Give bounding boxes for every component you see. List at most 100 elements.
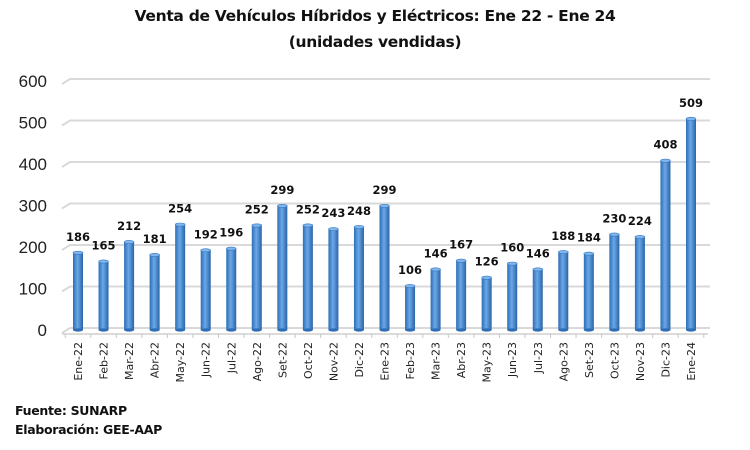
y-tick-label: 300: [19, 197, 47, 216]
bar-base: [124, 328, 135, 332]
data-label: 126: [475, 255, 499, 269]
bar-base: [481, 328, 492, 332]
bar-base: [634, 328, 645, 332]
x-tick-label: Abr-22: [149, 342, 162, 378]
x-tick-label: Set-22: [276, 342, 289, 378]
chart-subtitle: (unidades vendidas): [288, 33, 462, 51]
bar-body: [634, 237, 645, 330]
y-tick-label: 400: [19, 155, 47, 174]
bar-top: [660, 158, 671, 163]
x-tick-label: Ago-22: [251, 342, 264, 381]
bar: [430, 267, 441, 332]
y-tick-label: 0: [38, 321, 47, 340]
bar-base: [277, 328, 288, 332]
bar-base: [558, 328, 569, 332]
data-label: 212: [117, 219, 141, 233]
data-label: 509: [679, 96, 703, 110]
data-label: 299: [270, 183, 294, 197]
gridline: [61, 285, 710, 293]
y-tick-label: 500: [19, 114, 47, 133]
x-tick-label: Nov-23: [634, 342, 647, 381]
y-tick-label: 200: [19, 238, 47, 257]
bar-base: [583, 328, 594, 332]
bar-base: [686, 328, 696, 332]
bar-base: [175, 328, 186, 332]
source-note: Fuente: SUNARP: [15, 403, 127, 418]
data-label: 181: [143, 232, 167, 246]
bar-top: [634, 235, 646, 239]
bar-base: [302, 328, 313, 332]
bar-body: [302, 225, 313, 330]
bar-body: [251, 225, 262, 330]
bar: [200, 248, 212, 332]
bar: [353, 225, 365, 332]
bar-top: [98, 259, 109, 264]
data-label: 188: [551, 229, 575, 243]
bar: [98, 259, 109, 332]
x-tick-label: Nov-22: [327, 342, 340, 381]
data-label: 252: [245, 202, 269, 216]
bar-top: [225, 246, 237, 251]
chart-title: Venta de Vehículos Híbridos y Eléctricos…: [134, 7, 616, 25]
data-label: 196: [219, 226, 243, 240]
data-label: 192: [194, 227, 218, 241]
bar-top: [430, 267, 441, 272]
x-axis: [62, 333, 708, 338]
bar-top: [149, 252, 160, 257]
bar: [532, 267, 544, 332]
bar-base: [532, 328, 543, 332]
x-tick-label: May-23: [481, 342, 494, 383]
x-tick-label: Jun-22: [200, 342, 213, 378]
bar-body: [175, 224, 186, 330]
x-tick-label: Jun-23: [506, 342, 519, 378]
x-tick-label: Ago-23: [557, 342, 570, 381]
bar: [685, 116, 697, 332]
data-label: 252: [296, 202, 320, 216]
bar-top: [404, 284, 416, 288]
bar: [302, 223, 314, 332]
data-label: 408: [653, 138, 677, 152]
bar: [72, 250, 84, 332]
data-label: 167: [449, 238, 473, 252]
x-tick-label: Oct-23: [608, 342, 621, 379]
bar-base: [226, 328, 237, 332]
x-tick-label: Jul-22: [225, 342, 238, 374]
bar-body: [277, 205, 288, 330]
bar-base: [149, 328, 160, 332]
bar-body: [98, 261, 109, 330]
x-axis-labels: Ene-22 Feb-22 Mar-22 Abr-22 May-22 Jun-22 Jul-…: [72, 342, 698, 383]
data-label: 146: [526, 246, 550, 260]
bar-top: [277, 204, 288, 208]
bar: [123, 240, 135, 332]
bar-base: [430, 328, 441, 332]
bar-body: [353, 227, 364, 330]
x-tick-label: Ene-22: [72, 342, 85, 381]
y-tick-label: 100: [19, 280, 47, 299]
bar-body: [430, 269, 441, 330]
bar-base: [98, 328, 109, 332]
x-tick-label: Mar-23: [430, 342, 443, 380]
gridlines: [61, 78, 710, 334]
bar-base: [73, 328, 83, 332]
bar-body: [686, 118, 696, 330]
bar-body: [481, 277, 492, 330]
bar-base: [660, 328, 671, 332]
bar: [277, 204, 288, 332]
bars: [72, 116, 697, 332]
data-label: 299: [372, 183, 396, 197]
bar-top: [506, 261, 518, 266]
data-label: 165: [92, 239, 116, 253]
bar: [660, 158, 671, 332]
x-tick-label: Dic-23: [659, 342, 672, 378]
x-tick-label: Feb-23: [404, 342, 417, 379]
bar: [455, 258, 467, 332]
bar-body: [379, 205, 390, 330]
bar-body: [558, 251, 569, 330]
x-tick-label: Dic-22: [353, 342, 366, 378]
x-tick-label: Set-23: [583, 342, 596, 378]
bar: [481, 275, 492, 332]
bar-body: [507, 263, 518, 330]
bar: [609, 232, 620, 332]
